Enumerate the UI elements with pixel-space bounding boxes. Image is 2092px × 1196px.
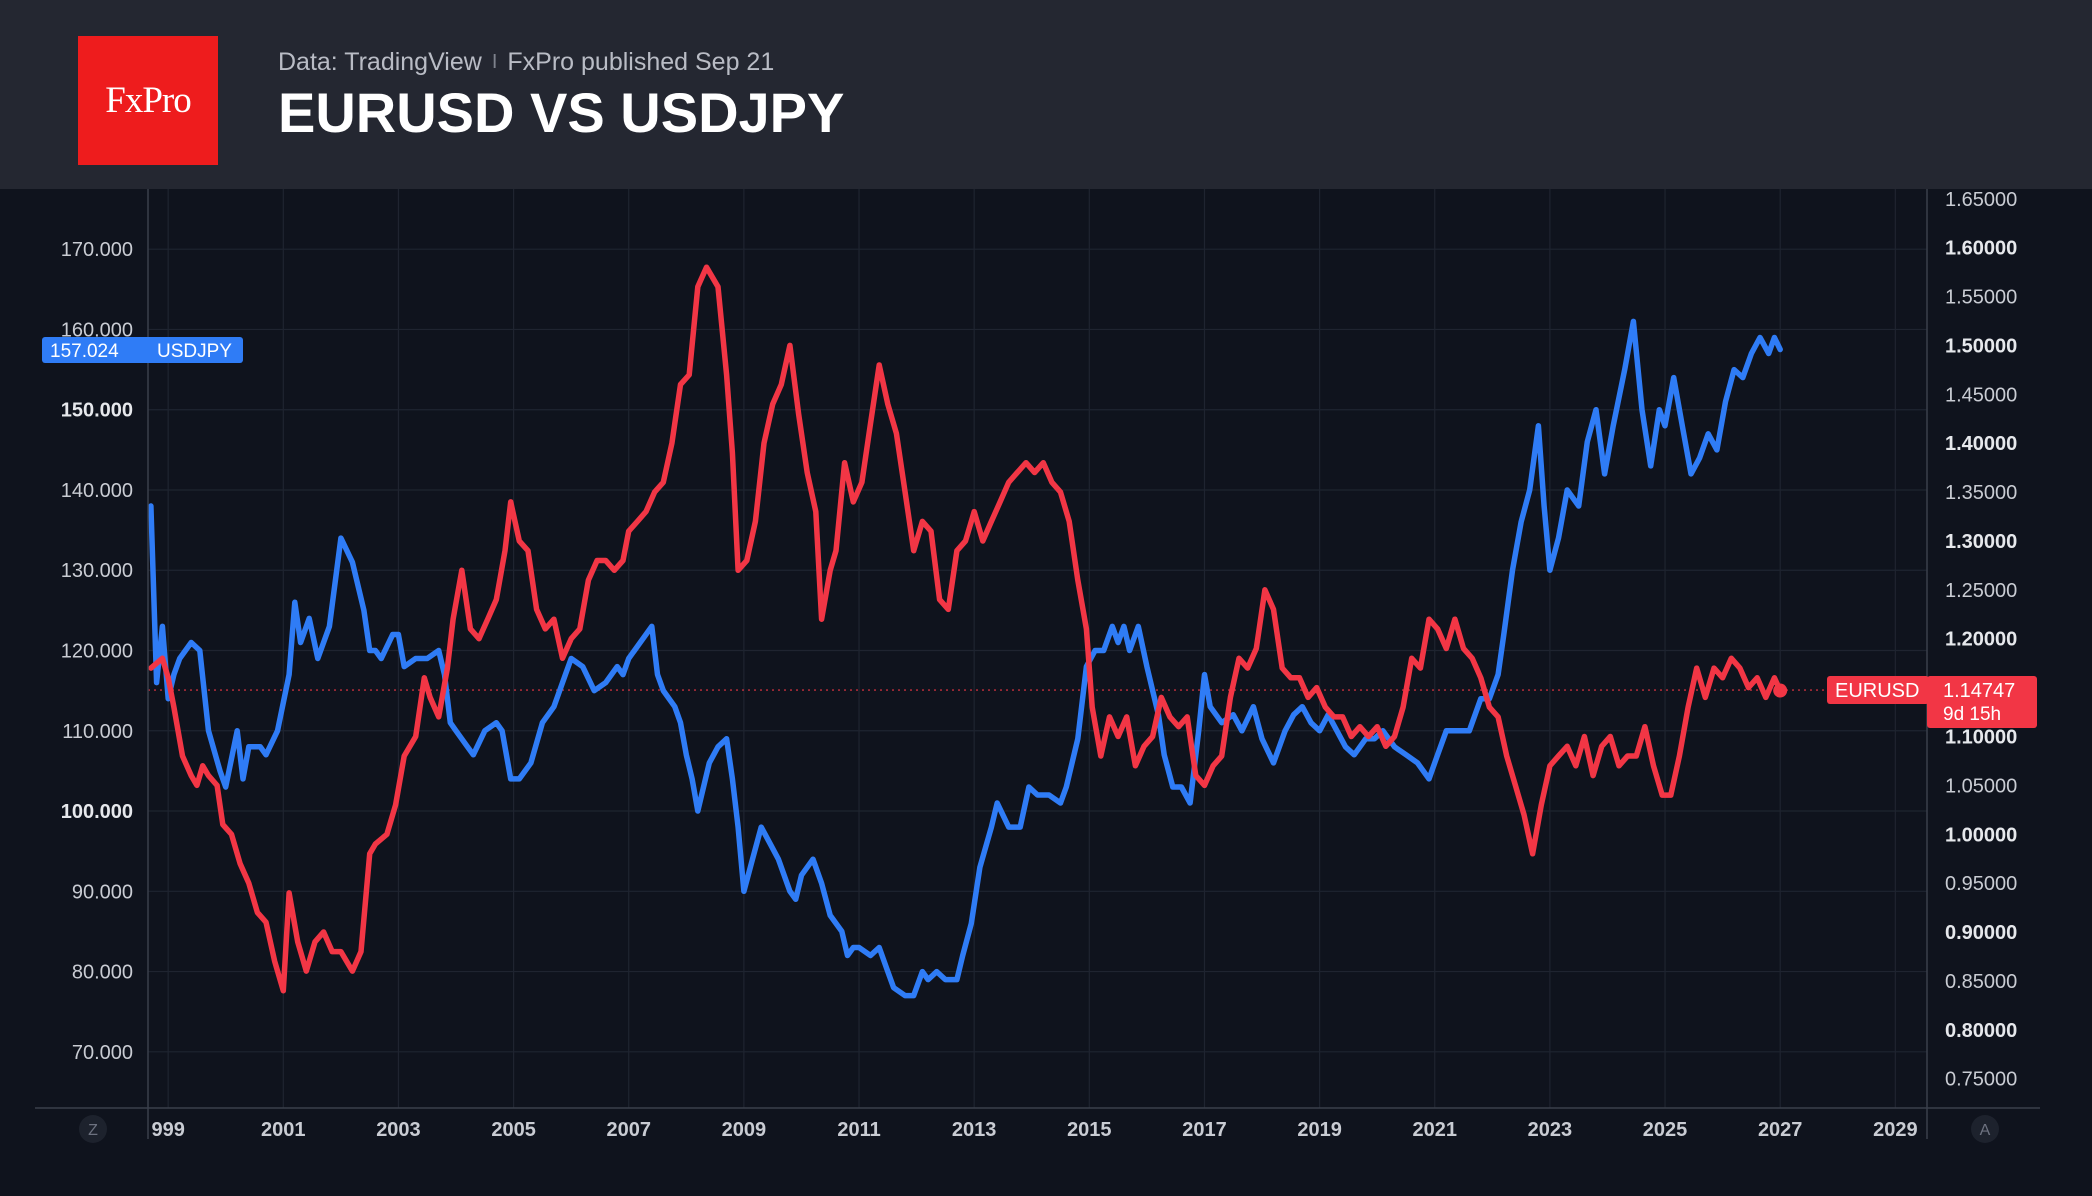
right-axis-tick-label: 0.75000: [1945, 1069, 2017, 1091]
x-axis-tick-label: 999: [151, 1119, 184, 1141]
published-text: FxPro published Sep 21: [507, 48, 775, 76]
right-axis-tick-label: 1.30000: [1945, 531, 2017, 553]
right-axis-tick-label: 0.80000: [1945, 1020, 2017, 1042]
left-axis-tick-label: 100.000: [61, 801, 133, 823]
eurusd-line: [148, 264, 1783, 994]
right-axis-tick-label: 1.55000: [1945, 287, 2017, 309]
usdjpy-series-name: USDJPY: [157, 341, 232, 362]
right-axis-tick-label: 1.45000: [1945, 384, 2017, 406]
x-axis-tick-label: 2021: [1413, 1119, 1458, 1141]
right-axis-tick-label: 1.40000: [1945, 433, 2017, 455]
x-axis-tick-label: 2023: [1528, 1119, 1573, 1141]
right-axis-tick-label: 1.35000: [1945, 482, 2017, 504]
chart-area[interactable]: 170.000 160.000 150.000 140.000 130.000 120.0…: [0, 189, 2092, 1196]
left-axis-tick-label: 70.000: [72, 1042, 133, 1064]
x-axis-tick-label: 2005: [491, 1119, 536, 1141]
usdjpy-price-tag: 157.024 USDJPY: [42, 337, 243, 363]
left-axis-tick-label: 170.000: [61, 239, 133, 261]
corner-left-label: Z: [88, 1122, 98, 1139]
left-axis-tick-label: 110.000: [62, 721, 133, 743]
series-lines: [148, 264, 1788, 999]
x-axis-tick-label: 2029: [1873, 1119, 1918, 1141]
x-axis-tick-label: 2009: [722, 1119, 767, 1141]
eurusd-last-value: 1.14747: [1943, 680, 2015, 702]
right-axis-tick-label: 1.25000: [1945, 580, 2017, 602]
source-line: Data: TradingView I FxPro published Sep 21: [278, 48, 774, 77]
eurusd-series-name: EURUSD: [1835, 680, 1919, 702]
right-axis-tick-label: 0.95000: [1945, 873, 2017, 895]
eurusd-last-point: [1773, 683, 1788, 698]
x-axis-tick-label: 2007: [606, 1119, 651, 1141]
corner-left-button[interactable]: Z: [79, 1115, 107, 1143]
right-axis-tick-label: 1.10000: [1945, 726, 2017, 748]
x-axis-tick-label: 2025: [1643, 1119, 1688, 1141]
left-axis-labels: 170.000 160.000 150.000 140.000 130.000 120.0…: [61, 239, 133, 1064]
header-bar: FxPro Data: TradingView I FxPro published …: [0, 0, 2092, 189]
right-axis-labels: 1.65000 1.60000 1.55000 1.50000 1.45000 1.400…: [1945, 189, 2017, 1091]
right-axis-tick-label: 1.50000: [1945, 335, 2017, 357]
x-axis-tick-label: 2027: [1758, 1119, 1803, 1141]
left-axis-tick-label: 90.000: [72, 881, 133, 903]
x-axis-tick-label: 2019: [1297, 1119, 1342, 1141]
x-axis-tick-label: 2001: [261, 1119, 306, 1141]
usdjpy-last-value: 157.024: [50, 341, 119, 362]
x-axis-tick-label: 2017: [1182, 1119, 1227, 1141]
logo-text: FxPro: [105, 80, 191, 121]
left-axis-tick-label: 130.000: [61, 560, 133, 582]
right-axis-tick-label: 0.85000: [1945, 971, 2017, 993]
usdjpy-line: [148, 318, 1783, 999]
eurusd-price-tag: EURUSD 1.14747 9d 15h: [1827, 676, 2037, 728]
grid-lines: [148, 189, 1927, 1108]
x-axis-tick-label: 2011: [837, 1119, 880, 1141]
right-axis-tick-label: 1.20000: [1945, 629, 2017, 651]
corner-right-label: A: [1980, 1122, 1991, 1139]
left-axis-tick-label: 140.000: [61, 480, 133, 502]
right-axis-tick-label: 0.90000: [1945, 922, 2017, 944]
left-axis-tick-label: 120.000: [61, 641, 133, 663]
x-axis-tick-label: 2015: [1067, 1119, 1112, 1141]
left-axis-tick-label: 80.000: [72, 962, 133, 984]
right-axis-tick-label: 1.00000: [1945, 824, 2017, 846]
eurusd-countdown: 9d 15h: [1943, 704, 2001, 725]
data-source-text: Data: TradingView: [278, 48, 482, 76]
left-axis-tick-label: 160.000: [61, 319, 133, 341]
right-axis-tick-label: 1.60000: [1945, 238, 2017, 260]
right-axis-tick-label: 1.05000: [1945, 775, 2017, 797]
separator: I: [491, 51, 498, 73]
fxpro-logo: FxPro: [78, 36, 218, 165]
x-axis-labels: 999 2001 2003 2005 2007 2009 2011 2013 2015 2017 2…: [151, 1119, 1917, 1141]
x-axis-tick-label: 2013: [952, 1119, 997, 1141]
chart-title: EURUSD VS USDJPY: [278, 81, 845, 144]
corner-right-button[interactable]: A: [1971, 1115, 1999, 1143]
right-axis-tick-label: 1.65000: [1945, 189, 2017, 211]
x-axis-tick-label: 2003: [376, 1119, 421, 1141]
left-axis-tick-label: 150.000: [61, 400, 133, 422]
